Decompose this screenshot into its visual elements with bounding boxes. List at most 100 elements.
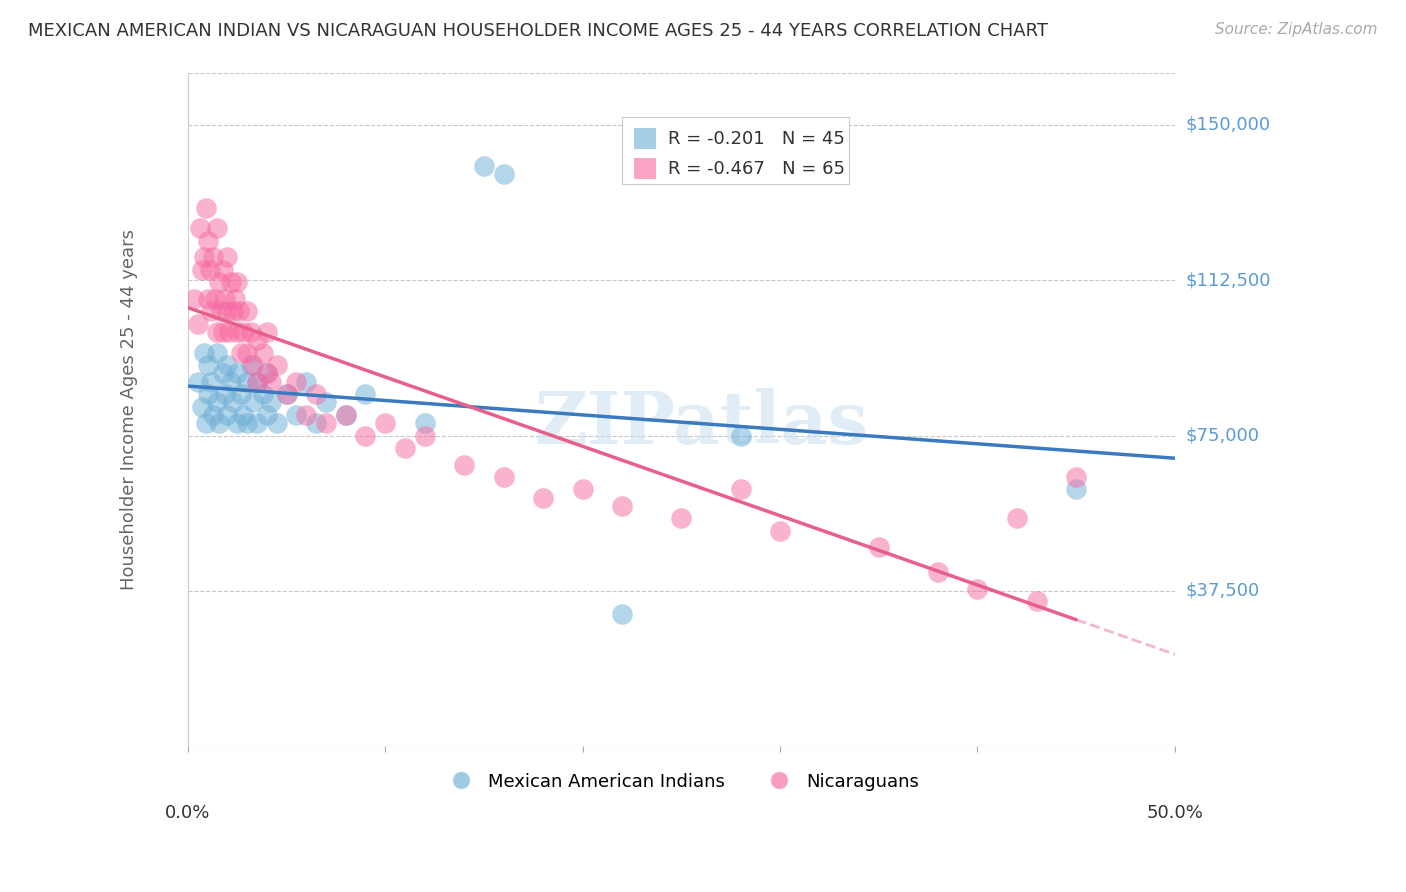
Point (236, 416, 259, 430)
Point (260, 395, 283, 409)
Point (394, 441, 416, 455)
Point (236, 304, 259, 318)
Point (305, 387, 328, 401)
Point (229, 387, 252, 401)
Point (571, 483, 593, 497)
Point (295, 375, 318, 389)
Text: $150,000: $150,000 (1187, 116, 1271, 134)
Point (208, 416, 231, 430)
Point (413, 428, 436, 442)
Point (354, 387, 377, 401)
Point (252, 387, 274, 401)
Point (1025, 594, 1047, 608)
Point (256, 325, 278, 339)
Point (240, 325, 263, 339)
Point (187, 317, 209, 331)
Point (217, 358, 239, 372)
Point (246, 375, 269, 389)
Point (187, 375, 209, 389)
FancyBboxPatch shape (634, 158, 655, 178)
Point (200, 304, 222, 318)
Point (730, 428, 752, 442)
Point (1005, 511, 1028, 525)
Point (266, 416, 288, 430)
Point (209, 304, 232, 318)
Point (305, 416, 328, 430)
Text: $112,500: $112,500 (1187, 271, 1271, 289)
Point (207, 395, 229, 409)
Point (228, 304, 250, 318)
Text: 0.0%: 0.0% (165, 805, 211, 822)
Point (232, 325, 254, 339)
Point (256, 367, 278, 381)
Point (610, 499, 633, 513)
FancyBboxPatch shape (621, 117, 849, 184)
Point (374, 416, 396, 430)
Point (927, 566, 949, 580)
Text: ZIPatlas: ZIPatlas (534, 388, 868, 458)
Point (226, 367, 249, 381)
Point (193, 251, 215, 265)
Point (276, 387, 298, 401)
Point (1064, 483, 1087, 497)
Point (212, 262, 235, 277)
Point (219, 275, 242, 289)
FancyBboxPatch shape (634, 128, 655, 149)
Point (226, 416, 249, 430)
Point (193, 345, 215, 359)
Point (671, 511, 693, 525)
Point (246, 416, 269, 430)
Point (256, 367, 278, 381)
Point (966, 582, 988, 596)
Point (335, 408, 357, 422)
Point (1064, 470, 1087, 484)
Point (492, 470, 515, 484)
Text: R = -0.201   N = 45: R = -0.201 N = 45 (668, 130, 845, 148)
Point (295, 408, 318, 422)
Point (236, 345, 259, 359)
Point (208, 275, 231, 289)
Point (218, 325, 240, 339)
Point (226, 275, 249, 289)
Text: 50.0%: 50.0% (1146, 805, 1204, 822)
Point (197, 358, 219, 372)
Point (315, 416, 337, 430)
Point (266, 358, 288, 372)
Point (212, 325, 235, 339)
Point (198, 262, 221, 277)
Point (285, 375, 308, 389)
Legend: Mexican American Indians, Nicaraguans: Mexican American Indians, Nicaraguans (436, 765, 927, 797)
Point (453, 458, 475, 472)
Text: $75,000: $75,000 (1187, 426, 1260, 444)
Point (413, 416, 436, 430)
Point (354, 428, 377, 442)
Text: Source: ZipAtlas.com: Source: ZipAtlas.com (1215, 22, 1378, 37)
Point (204, 292, 226, 306)
Point (212, 367, 235, 381)
Point (730, 483, 752, 497)
Point (219, 375, 242, 389)
Point (207, 221, 229, 235)
Point (222, 304, 245, 318)
Point (183, 292, 205, 306)
Point (492, 168, 515, 182)
Point (242, 395, 264, 409)
Point (190, 400, 212, 414)
Point (232, 408, 254, 422)
Point (197, 292, 219, 306)
Point (246, 333, 269, 347)
Text: R = -0.467   N = 65: R = -0.467 N = 65 (668, 160, 845, 178)
Point (224, 292, 246, 306)
Text: MEXICAN AMERICAN INDIAN VS NICARAGUAN HOUSEHOLDER INCOME AGES 25 - 44 YEARS CORR: MEXICAN AMERICAN INDIAN VS NICARAGUAN HO… (28, 22, 1047, 40)
Point (207, 345, 229, 359)
Point (285, 408, 308, 422)
Point (214, 387, 236, 401)
Point (229, 345, 252, 359)
Point (610, 607, 633, 621)
Point (240, 358, 263, 372)
Point (190, 262, 212, 277)
Point (335, 408, 357, 422)
Point (242, 358, 264, 372)
Point (236, 375, 259, 389)
Point (246, 375, 269, 389)
